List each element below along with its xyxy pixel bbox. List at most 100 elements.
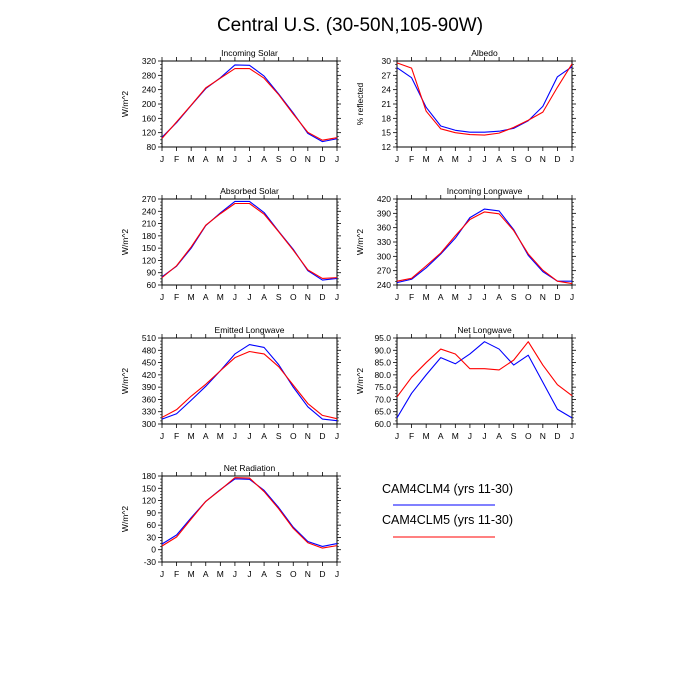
x-tick-label: F: [409, 431, 414, 441]
x-tick-label: D: [319, 569, 325, 579]
x-tick-label: D: [319, 154, 325, 164]
y-tick-label: 75.0: [374, 382, 391, 392]
x-tick-label: J: [233, 154, 237, 164]
x-tick-label: A: [496, 431, 502, 441]
x-tick-label: J: [335, 154, 339, 164]
x-tick-label: J: [247, 292, 251, 302]
x-tick-label: J: [482, 292, 486, 302]
figure-title: Central U.S. (30-50N,105-90W): [217, 15, 483, 36]
x-tick-label: S: [511, 292, 517, 302]
y-tick-label: 210: [142, 219, 156, 229]
y-tick-label: 510: [142, 333, 156, 343]
x-tick-label: O: [290, 292, 297, 302]
series-line-cam4clm5: [161, 477, 338, 549]
x-tick-label: M: [217, 292, 224, 302]
y-tick-label: 300: [377, 251, 391, 261]
plot-frame: [396, 337, 573, 425]
series-line-cam4clm5: [161, 202, 338, 280]
x-tick-label: A: [203, 569, 209, 579]
x-tick-label: D: [319, 431, 325, 441]
y-tick-label: 240: [377, 280, 391, 290]
y-tick-label: 95.0: [374, 333, 391, 343]
x-tick-label: M: [423, 431, 430, 441]
series-line-cam4clm5: [396, 211, 573, 285]
y-tick-label: 0: [151, 545, 156, 555]
plot-frame: [161, 475, 338, 563]
y-tick-label: 180: [142, 231, 156, 241]
x-tick-label: J: [570, 154, 574, 164]
y-tick-label: 320: [142, 56, 156, 66]
x-tick-label: J: [160, 431, 164, 441]
y-axis-title: % reflected: [355, 82, 365, 125]
x-tick-label: F: [174, 292, 179, 302]
y-tick-label: 360: [142, 394, 156, 404]
y-tick-label: 240: [142, 206, 156, 216]
x-tick-label: N: [305, 154, 311, 164]
panel-title: Emitted Longwave: [215, 325, 285, 335]
x-tick-label: N: [540, 154, 546, 164]
x-tick-label: J: [570, 292, 574, 302]
x-tick-label: J: [335, 292, 339, 302]
series-line-cam4clm4: [396, 341, 573, 419]
panel-title: Albedo: [471, 48, 498, 58]
y-axis-title: W/m^2: [355, 229, 365, 255]
y-tick-label: 85.0: [374, 358, 391, 368]
panel-title: Absorbed Solar: [220, 186, 279, 196]
x-tick-label: A: [261, 292, 267, 302]
series-line-cam4clm4: [161, 343, 338, 422]
y-axis-title: W/m^2: [120, 506, 130, 532]
y-tick-label: 120: [142, 128, 156, 138]
panel-5: Emitted Longwave 300 330 360 390 420 450 480 510…: [120, 325, 341, 441]
x-tick-label: J: [395, 292, 399, 302]
y-tick-label: 120: [142, 255, 156, 265]
x-tick-label: J: [335, 569, 339, 579]
y-tick-label: -30: [144, 557, 157, 567]
legend-label-1: CAM4CLM5 (yrs 11-30): [382, 513, 513, 527]
y-tick-label: 280: [142, 70, 156, 80]
y-tick-label: 65.0: [374, 407, 391, 417]
x-tick-label: D: [554, 292, 560, 302]
x-tick-label: A: [261, 431, 267, 441]
x-tick-label: A: [261, 569, 267, 579]
x-tick-label: A: [438, 154, 444, 164]
y-tick-label: 27: [382, 70, 392, 80]
y-tick-label: 420: [377, 194, 391, 204]
y-tick-label: 450: [142, 358, 156, 368]
y-tick-label: 80.0: [374, 370, 391, 380]
x-tick-label: J: [395, 154, 399, 164]
plot-frame: [161, 337, 338, 425]
x-tick-label: A: [203, 292, 209, 302]
x-tick-label: O: [290, 154, 297, 164]
x-tick-label: J: [247, 154, 251, 164]
x-tick-label: M: [188, 569, 195, 579]
x-tick-label: A: [496, 154, 502, 164]
x-tick-label: J: [160, 569, 164, 579]
x-tick-label: D: [554, 154, 560, 164]
x-tick-label: S: [511, 431, 517, 441]
series-line-cam4clm4: [396, 208, 572, 284]
series-line-cam4clm5: [161, 350, 338, 420]
x-tick-label: J: [160, 154, 164, 164]
y-tick-label: 120: [142, 496, 156, 506]
x-tick-label: J: [247, 569, 251, 579]
y-tick-label: 90: [147, 508, 157, 518]
x-tick-label: O: [290, 569, 297, 579]
y-tick-label: 60: [147, 280, 157, 290]
x-tick-label: D: [554, 431, 560, 441]
y-tick-label: 21: [382, 99, 392, 109]
x-tick-label: M: [452, 154, 459, 164]
x-tick-label: J: [160, 292, 164, 302]
x-tick-label: M: [452, 292, 459, 302]
series-line-cam4clm4: [161, 64, 338, 143]
y-tick-label: 420: [142, 370, 156, 380]
y-tick-label: 15: [382, 128, 392, 138]
y-tick-label: 390: [377, 208, 391, 218]
x-tick-label: M: [188, 154, 195, 164]
x-tick-label: J: [570, 431, 574, 441]
x-tick-label: M: [188, 431, 195, 441]
x-tick-label: F: [409, 154, 414, 164]
y-tick-label: 30: [382, 56, 392, 66]
x-tick-label: J: [482, 431, 486, 441]
